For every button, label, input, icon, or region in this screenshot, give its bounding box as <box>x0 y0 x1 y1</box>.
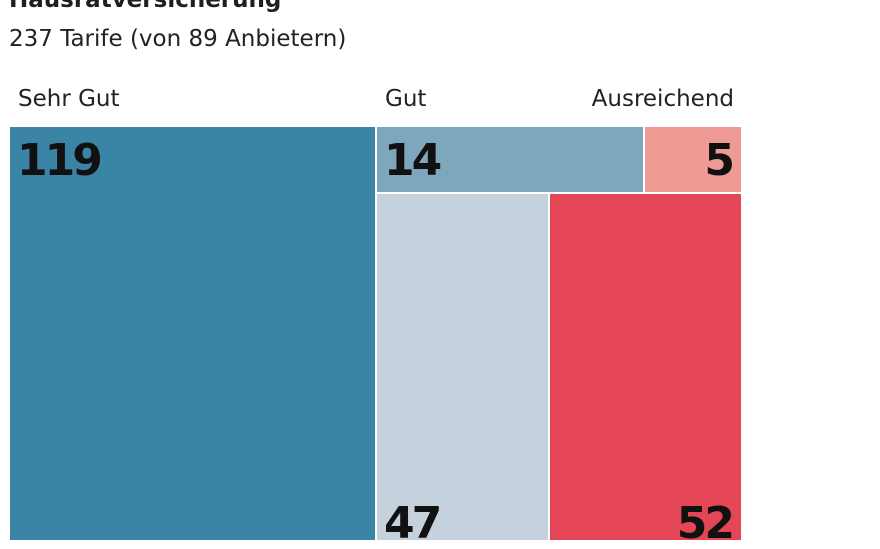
tile-gut-14: 14 <box>377 127 643 192</box>
category-label-ausreichend: Ausreichend <box>591 86 734 112</box>
value-label-52: 52 <box>676 498 735 549</box>
value-label-5: 5 <box>704 135 735 186</box>
value-label-119: 119 <box>17 135 103 186</box>
category-label-sehr-gut: Sehr Gut <box>18 86 120 112</box>
tile-ausreichend-52: 52 <box>550 194 741 546</box>
chart-title: Hausratversicherung <box>9 0 282 13</box>
tile-sehr-gut-119: 119 <box>10 127 375 540</box>
tile-ausreichend-5: 5 <box>645 127 741 192</box>
chart-subtitle: 237 Tarife (von 89 Anbietern) <box>9 26 347 52</box>
tile-gut-47: 47 <box>377 194 548 546</box>
value-label-14: 14 <box>384 135 442 186</box>
value-label-47: 47 <box>384 498 442 549</box>
category-label-gut: Gut <box>385 86 427 112</box>
